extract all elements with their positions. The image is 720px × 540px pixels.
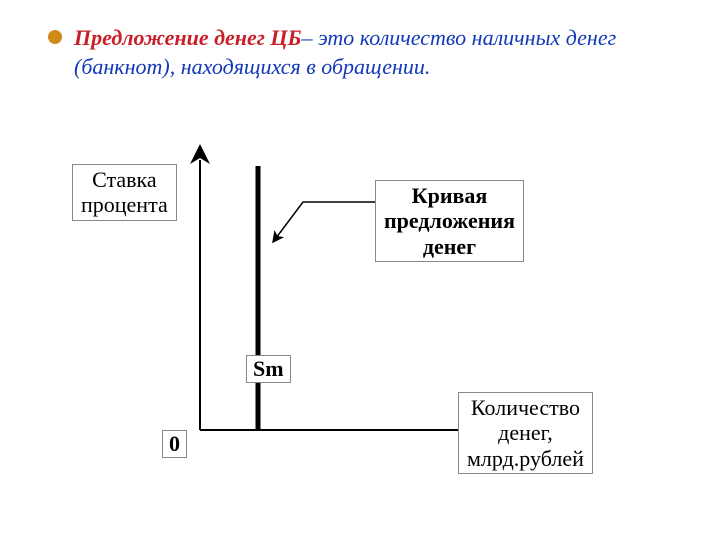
definition-text: Предложение денег ЦБ– это количество нал… bbox=[74, 24, 634, 81]
curve-label-box: Кривая предложения денег bbox=[375, 180, 524, 262]
sm-label: Sm bbox=[246, 355, 291, 383]
term-text: Предложение денег ЦБ bbox=[74, 25, 302, 50]
origin-label: 0 bbox=[162, 430, 187, 458]
bullet-icon bbox=[48, 30, 62, 44]
y-axis-label: Ставка процента bbox=[72, 164, 177, 221]
dash-text: – bbox=[302, 25, 319, 50]
callout-line bbox=[273, 202, 375, 242]
chart-area: Ставка процента Кривая предложения денег… bbox=[60, 140, 660, 510]
x-axis-label: Количество денег, млрд.рублей bbox=[458, 392, 593, 474]
